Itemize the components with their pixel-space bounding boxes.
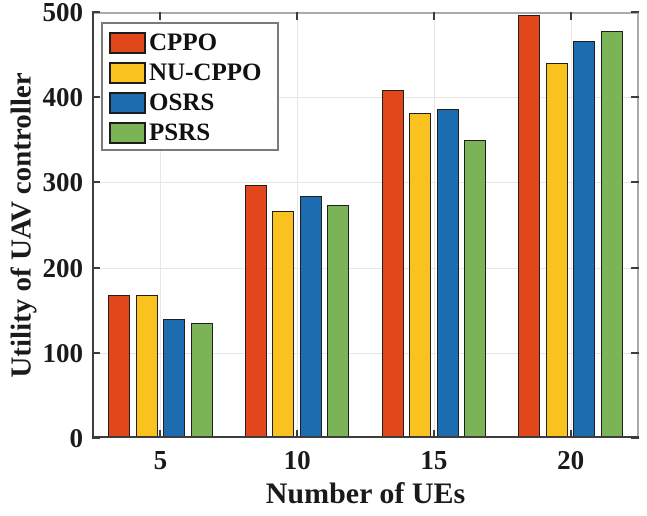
bar-cppo (108, 294, 131, 438)
x-tick-mark-bottom (432, 430, 435, 438)
y-tick-mark-left (92, 96, 100, 99)
y-tick-label: 200 (42, 252, 84, 283)
x-axis-line (92, 436, 639, 438)
bar-psrs (600, 30, 623, 438)
bar-cppo (518, 14, 541, 438)
bar-nu-cppo (545, 63, 568, 438)
y-tick-label: 400 (42, 82, 84, 113)
y-tick-mark-left (92, 266, 100, 269)
plot-border-right (637, 12, 639, 438)
bar-nu-cppo (409, 112, 432, 438)
y-tick-label: 0 (69, 423, 84, 453)
bar-osrs (436, 109, 459, 438)
x-tick-mark-top (159, 12, 162, 20)
legend-item: CPPO (109, 28, 277, 58)
plot-border-top (92, 12, 639, 14)
y-tick-label: 500 (42, 0, 84, 27)
y-tick-mark-right (631, 351, 639, 354)
bar-nu-cppo (135, 294, 158, 438)
x-tick-mark-bottom (569, 430, 572, 438)
bar-osrs (573, 40, 596, 438)
y-tick-mark-left (92, 351, 100, 354)
legend-swatch-cppo (109, 32, 146, 54)
y-tick-mark-left (92, 437, 100, 439)
y-tick-mark-right (631, 437, 639, 439)
x-tick-mark-top (296, 12, 299, 20)
x-tick-mark-bottom (159, 430, 162, 438)
y-gridline (92, 267, 639, 269)
legend-item-label: OSRS (149, 89, 215, 116)
y-tick-label: 300 (42, 167, 84, 198)
x-tick-mark-top (432, 12, 435, 20)
x-tick-label: 10 (283, 445, 311, 475)
x-tick-label: 15 (420, 445, 448, 475)
x-tick-mark-top (569, 12, 572, 20)
bar-psrs (464, 139, 487, 438)
x-gridline (160, 12, 162, 438)
y-gridline (92, 97, 639, 99)
x-tick-label: 20 (557, 445, 585, 475)
bar-cppo (244, 184, 267, 438)
bar-osrs (163, 318, 186, 438)
bar-psrs (190, 322, 213, 438)
x-tick-label: 5 (153, 445, 168, 475)
bar-osrs (299, 196, 322, 438)
legend-item-label: CPPO (149, 29, 218, 56)
x-gridline (570, 12, 572, 438)
bar-cppo (381, 90, 404, 438)
x-axis-label: Number of UEs (265, 477, 466, 510)
legend-item: OSRS (109, 88, 277, 118)
y-tick-mark-right (631, 11, 639, 13)
x-tick-mark-bottom (296, 430, 299, 438)
legend-swatch-psrs (109, 122, 146, 144)
x-gridline (433, 12, 435, 438)
y-tick-mark-right (631, 181, 639, 184)
bar-nu-cppo (272, 211, 295, 438)
y-tick-mark-left (92, 181, 100, 184)
y-tick-mark-left (92, 11, 100, 13)
plot-area (92, 11, 639, 439)
y-gridline (92, 352, 639, 354)
legend-swatch-nu-cppo (109, 62, 146, 84)
y-tick-mark-right (631, 96, 639, 99)
y-axis-line (92, 12, 94, 438)
bar-psrs (327, 205, 350, 438)
legend-item: NU-CPPO (109, 58, 277, 88)
x-gridline (297, 12, 299, 438)
y-tick-label: 100 (42, 337, 84, 368)
legend-item: PSRS (109, 118, 277, 148)
legend-item-label: NU-CPPO (149, 59, 262, 86)
legend-swatch-osrs (109, 92, 146, 114)
legend: CPPO NU-CPPO OSRS PSRS (101, 22, 279, 151)
y-tick-mark-right (631, 266, 639, 269)
legend-item-label: PSRS (149, 119, 211, 146)
y-axis-label: Utility of UAV controller (5, 72, 38, 378)
y-gridline (92, 182, 639, 184)
